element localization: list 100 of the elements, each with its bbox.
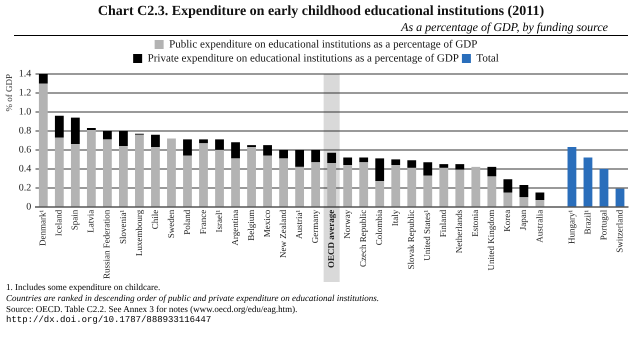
chart-title: Chart C2.3. Expenditure on early childhood educational institutions (2011) <box>96 4 546 20</box>
x-tick-label: Poland <box>182 209 192 235</box>
bar <box>231 158 240 206</box>
x-tick-label: Russian Federation <box>102 209 112 280</box>
y-tick-label: 0 <box>26 201 32 212</box>
bar <box>375 158 384 182</box>
bar <box>263 145 272 156</box>
legend-label: Public expenditure on educational institutions as a percentage of GDP <box>169 38 478 50</box>
bar <box>391 159 400 166</box>
bar <box>407 160 416 168</box>
x-tick-label: Japan <box>518 209 528 230</box>
x-tick-label: United Kingdom <box>486 210 496 271</box>
x-tick-label: New Zealand <box>278 209 288 258</box>
x-tick-label: Czech Republic <box>358 210 368 267</box>
bar <box>391 165 400 206</box>
y-tick-label: 0.2 <box>18 182 32 194</box>
x-tick-label: Portugal <box>598 209 608 240</box>
y-axis-title: % of GDP <box>4 74 14 112</box>
bar <box>151 134 160 148</box>
bar <box>263 156 272 206</box>
bar <box>54 116 64 138</box>
legend-label: Total <box>476 52 499 64</box>
bar <box>86 130 96 206</box>
bar <box>455 170 464 206</box>
bar <box>183 156 192 206</box>
bar <box>584 157 592 206</box>
bar <box>279 158 288 206</box>
x-tick-label: Slovenia¹ <box>118 209 128 244</box>
bar <box>231 142 240 158</box>
bar <box>38 74 48 84</box>
bar <box>359 157 368 162</box>
x-tick-label: Slovak Republic <box>406 210 416 270</box>
bar <box>327 163 336 206</box>
bar <box>295 166 304 206</box>
bar <box>199 143 208 206</box>
x-tick-label: Italy <box>390 209 400 226</box>
bar <box>183 139 192 156</box>
x-tick-label: Sweden <box>166 209 176 238</box>
bar <box>455 164 464 170</box>
x-tick-label: Austria¹ <box>294 209 304 239</box>
y-tick-label: 0.8 <box>18 126 32 137</box>
bar <box>70 118 80 144</box>
bar <box>568 147 576 206</box>
x-tick-label: Norway <box>342 209 352 239</box>
bar <box>102 130 112 140</box>
x-tick-label: Denmark¹ <box>38 209 48 246</box>
y-tick-label: 1.4 <box>18 68 32 80</box>
y-tick-label: 1.2 <box>18 88 32 99</box>
bar <box>503 179 512 193</box>
bar <box>503 192 512 206</box>
bar <box>199 139 208 144</box>
bar <box>167 138 176 206</box>
x-tick-label: OECD average <box>326 210 336 268</box>
bar <box>519 184 528 198</box>
x-tick-label: Brazil¹ <box>582 209 592 234</box>
bar <box>343 157 352 166</box>
source-note: Source: OECD. Table C2.2. See Annex 3 for notes (www.oecd.org/edu/eag.htm). <box>6 304 298 315</box>
x-tick-label: Belgium <box>246 210 256 241</box>
bar <box>616 188 624 206</box>
x-tick-label: Germany <box>310 209 320 244</box>
bar <box>54 138 64 206</box>
x-tick-label: Chile <box>150 210 160 230</box>
x-tick-label: Iceland <box>54 209 64 236</box>
x-tick-label: Netherlands <box>454 209 464 254</box>
y-tick-label: 0.6 <box>18 144 32 156</box>
x-tick-label: Australia <box>534 210 544 243</box>
bar <box>279 150 288 158</box>
bar <box>311 162 320 206</box>
text: Countries are ranked in descending order of public and private expenditure on educational institutions. <box>6 293 380 304</box>
x-tick-label: Korea <box>502 210 512 232</box>
bar <box>102 139 112 206</box>
y-tick-label: 0.4 <box>18 163 32 174</box>
bar <box>70 144 80 206</box>
legend-label: Private expenditure on educational institutions as a percentage of GDP <box>148 52 459 64</box>
bar <box>359 162 368 206</box>
x-tick-label: Mexico <box>262 209 272 238</box>
y-tick-label: 1.0 <box>18 106 32 118</box>
text: http://dx.doi.org/10.1787/888933116447 <box>6 315 212 326</box>
bar <box>247 147 256 206</box>
bar <box>151 147 160 206</box>
x-tick-label: Luxembourg <box>134 209 144 256</box>
bar <box>439 164 448 168</box>
bar <box>327 152 336 164</box>
bar <box>535 192 544 200</box>
bar <box>535 200 544 206</box>
bar <box>215 150 224 206</box>
bar <box>423 162 432 176</box>
bar <box>215 139 224 150</box>
text: 1. Includes some expenditure on childcare. <box>6 282 162 293</box>
chart-subtitle: As a percentage of GDP, by funding source <box>14 20 628 36</box>
x-tick-label: Colombia <box>374 210 384 246</box>
bar <box>295 150 304 167</box>
bar <box>407 168 416 206</box>
bar <box>135 134 144 206</box>
x-tick-label: France <box>198 210 208 234</box>
x-tick-label: Switzerland <box>614 209 624 253</box>
x-tick-label: Spain <box>70 209 80 230</box>
x-tick-label: Hungary¹ <box>566 209 576 244</box>
bar <box>471 166 480 206</box>
bar <box>119 130 128 146</box>
